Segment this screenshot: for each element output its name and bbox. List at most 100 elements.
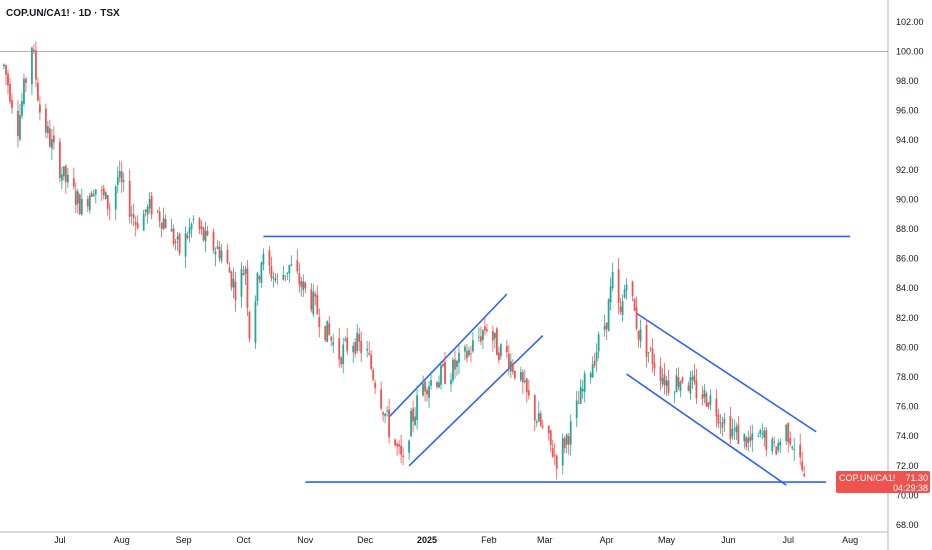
candle-body [486, 329, 488, 332]
price-tick-label: 94.00 [896, 135, 919, 145]
candle-body [328, 323, 331, 335]
candle-body [480, 336, 482, 342]
time-tick-label: Nov [297, 535, 314, 545]
candle-body [52, 135, 55, 143]
candle-body [142, 213, 145, 231]
candle-body [370, 354, 373, 369]
trendline-6[interactable] [626, 373, 787, 486]
candle-body [539, 413, 542, 426]
candle-body [677, 377, 680, 387]
candle-body [158, 211, 161, 222]
candle-body [310, 289, 313, 310]
candle-body [240, 268, 243, 297]
price-tag-symbol: COP.UN/CA1! [839, 473, 895, 483]
candle-body [5, 65, 7, 75]
candle-body [144, 209, 147, 213]
candle-body [635, 307, 638, 329]
candle-body [388, 409, 391, 438]
candle-body [120, 171, 123, 183]
candle-body [244, 269, 247, 274]
candle-body [186, 235, 189, 238]
price-tick-label: 100.00 [896, 46, 924, 56]
time-axis[interactable]: Jul Aug Sep Oct Nov Dec 2025 Feb Mar Apr May Jun Jul… [54, 535, 858, 545]
candle-body [765, 429, 768, 450]
candle-body [491, 331, 494, 341]
trendline-5[interactable] [636, 312, 817, 433]
candle-body [619, 306, 622, 313]
candle-body [21, 100, 23, 116]
candle-body [176, 236, 179, 240]
candle-body [468, 350, 470, 356]
candle-body [100, 189, 103, 191]
candle-body [442, 364, 444, 367]
candle-body [484, 326, 486, 331]
candle-body [396, 443, 399, 447]
candle-body [184, 233, 187, 257]
candle-body [787, 423, 790, 443]
trendline-3[interactable] [388, 293, 508, 418]
time-tick-label: Jun [721, 535, 736, 545]
candle-body [102, 188, 105, 196]
candle-body [621, 301, 624, 316]
candle-body [535, 421, 538, 424]
candle-body [625, 284, 628, 290]
candle-body [268, 250, 271, 266]
candle-body [162, 218, 165, 229]
trendline-4[interactable] [408, 334, 544, 467]
candle-body [150, 196, 153, 215]
candle-body [436, 382, 438, 387]
candle-body [290, 264, 293, 266]
candle-body [352, 345, 355, 353]
candle-body [78, 194, 81, 215]
candle-body [246, 268, 249, 308]
candle-body [553, 454, 556, 456]
candle-body [260, 262, 263, 283]
candle-body [691, 377, 694, 380]
candle-body [118, 171, 121, 178]
candle-body [761, 433, 764, 435]
price-axis[interactable]: 68.00 70.00 72.00 74.00 76.00 78.00 80.00 82.00… [896, 17, 924, 530]
candle-body [188, 227, 191, 235]
candle-body [228, 267, 231, 273]
candle-body [803, 473, 806, 477]
candle-body [521, 372, 524, 383]
candle-body [7, 73, 9, 86]
candle-body [50, 139, 53, 149]
candle-body [380, 389, 383, 409]
candle-body [304, 282, 307, 289]
candle-body [160, 222, 163, 229]
candle-body [230, 271, 233, 288]
price-tick-label: 86.00 [896, 254, 919, 264]
candle-body [687, 385, 690, 391]
candle-body [386, 410, 389, 412]
candle-body [707, 402, 710, 407]
candle-body [178, 233, 181, 254]
candle-body [551, 448, 554, 457]
candle-body [667, 380, 670, 394]
candle-body [88, 195, 91, 211]
candle-body [218, 246, 221, 259]
candle-body [633, 298, 636, 311]
candle-body [771, 438, 774, 452]
candle-body [723, 418, 726, 424]
candle-body [148, 198, 151, 209]
time-tick-label: Aug [842, 535, 858, 545]
time-tick-label: Sep [176, 535, 192, 545]
price-tick-label: 96.00 [896, 106, 919, 116]
price-tick-label: 82.00 [896, 313, 919, 323]
candle-body [206, 231, 209, 236]
candle-body [603, 325, 606, 330]
candle-body [272, 276, 275, 278]
candle-body [66, 174, 69, 183]
candle-body [356, 332, 359, 351]
candle-body [25, 78, 27, 83]
price-tick-label: 98.00 [896, 76, 919, 86]
candle-body [39, 104, 41, 113]
trendline-group[interactable] [263, 235, 851, 486]
candle-body [452, 359, 454, 381]
time-tick-label: 2025 [417, 535, 437, 545]
candle-body [665, 380, 668, 387]
time-tick-label: Feb [481, 535, 497, 545]
